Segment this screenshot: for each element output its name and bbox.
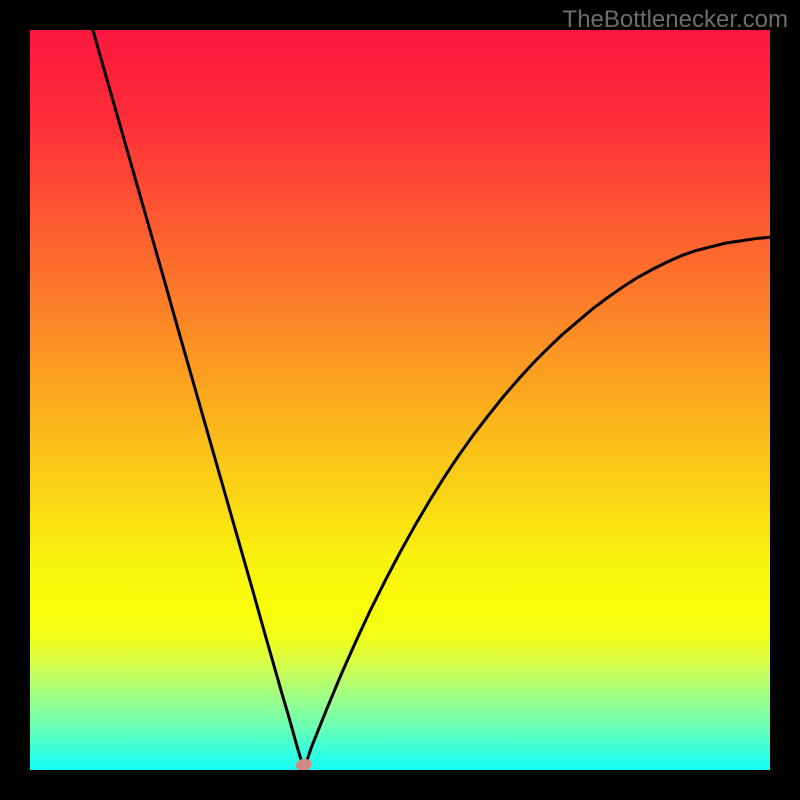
gradient-background — [30, 30, 770, 770]
watermark-text: TheBottlenecker.com — [563, 6, 788, 34]
plot-area — [30, 30, 770, 770]
plot-svg — [30, 30, 770, 770]
chart-container: TheBottlenecker.com — [0, 0, 800, 800]
